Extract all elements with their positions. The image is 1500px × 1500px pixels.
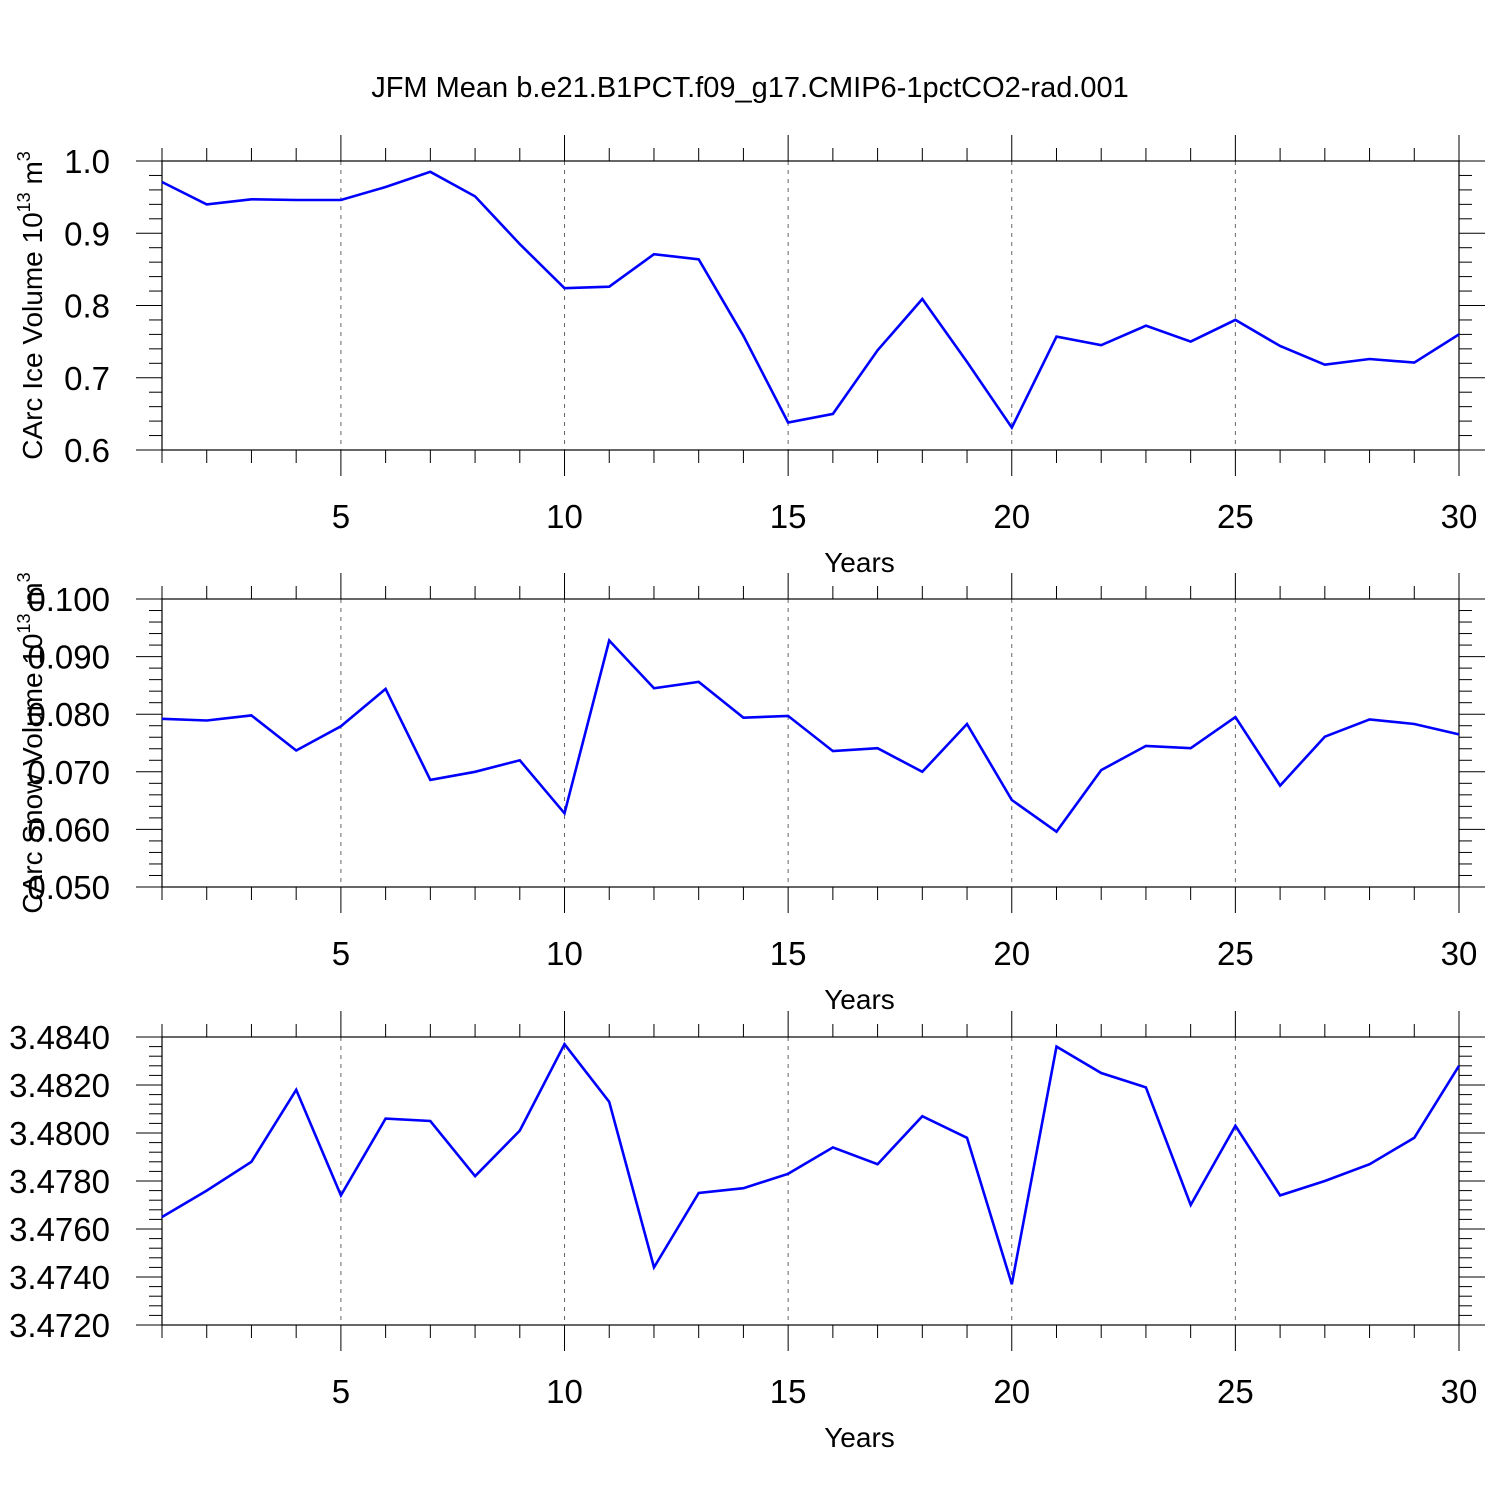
x-tick-label: 20 xyxy=(993,498,1030,535)
y-tick-label: 0.050 xyxy=(27,869,110,906)
x-tick-label: 5 xyxy=(332,1373,350,1410)
y-tick-label: 1.0 xyxy=(64,143,110,180)
panel-1: 0.6 0.7 0.8 0.9 1.0 5 10 15 20 25 30 Years CArc Ice … xyxy=(14,135,1485,578)
plot-frame xyxy=(161,1036,1460,1326)
x-tick-label: 25 xyxy=(1217,498,1254,535)
y-tick-label: 3.4820 xyxy=(9,1067,110,1104)
x-tick-label: 30 xyxy=(1441,935,1478,972)
x-tick-label: 30 xyxy=(1441,1373,1478,1410)
x-axis-title: Years xyxy=(824,984,895,1015)
y-tick-label: 3.4780 xyxy=(9,1163,110,1200)
series-line xyxy=(161,170,1460,431)
y-tick-label: 3.4800 xyxy=(9,1115,110,1152)
y-tick-label: 0.100 xyxy=(27,581,110,618)
y-tick-label: 0.060 xyxy=(27,811,110,848)
y-tick-label: 0.080 xyxy=(27,696,110,733)
x-tick-label: 10 xyxy=(546,498,583,535)
y-tick-label: 0.9 xyxy=(64,215,110,252)
x-tick-label: 25 xyxy=(1217,935,1254,972)
y-tick-label: 0.6 xyxy=(64,432,110,469)
x-tick-label: 25 xyxy=(1217,1373,1254,1410)
y-tick-label: 0.7 xyxy=(64,360,110,397)
x-axis-title: Years xyxy=(824,547,895,578)
y-axis-title: CArc Snow Volume 1013 m3 xyxy=(14,572,48,913)
y-tick-label: 0.8 xyxy=(64,288,110,325)
panel-3: 3.4720 3.4740 3.4760 3.4780 3.4800 3.4820 3.48… xyxy=(9,1011,1485,1453)
x-axis-title: Years xyxy=(824,1422,895,1453)
x-tick-label: 20 xyxy=(993,935,1030,972)
y-tick-label: 3.4760 xyxy=(9,1211,110,1248)
x-tick-label: 5 xyxy=(332,935,350,972)
panel-2: 0.050 0.060 0.070 0.080 0.090 0.100 5 10 15 20 25 3… xyxy=(14,572,1485,1015)
x-tick-label: 10 xyxy=(546,935,583,972)
figure-title: JFM Mean b.e21.B1PCT.f09_g17.CMIP6-1pctC… xyxy=(371,72,1129,104)
y-tick-label: 3.4840 xyxy=(9,1019,110,1056)
y-tick-label: 0.070 xyxy=(27,754,110,791)
x-tick-label: 20 xyxy=(993,1373,1030,1410)
plot-frame xyxy=(161,598,1460,888)
y-tick-label: 3.4720 xyxy=(9,1307,110,1344)
x-tick-label: 10 xyxy=(546,1373,583,1410)
y-tick-label: 3.4740 xyxy=(9,1259,110,1296)
x-tick-label: 15 xyxy=(770,935,807,972)
y-tick-label: 0.090 xyxy=(27,639,110,676)
series-line xyxy=(161,637,1460,834)
x-tick-label: 30 xyxy=(1441,498,1478,535)
y-axis-title: CArc Ice Volume 1013 m3 xyxy=(14,151,48,460)
plot-frame xyxy=(161,160,1460,451)
x-tick-label: 15 xyxy=(770,498,807,535)
x-tick-label: 15 xyxy=(770,1373,807,1410)
x-tick-label: 5 xyxy=(332,498,350,535)
series-line xyxy=(161,1041,1461,1285)
chart-panels: 0.6 0.7 0.8 0.9 1.0 5 10 15 20 25 30 Years CArc Ice … xyxy=(9,135,1485,1453)
